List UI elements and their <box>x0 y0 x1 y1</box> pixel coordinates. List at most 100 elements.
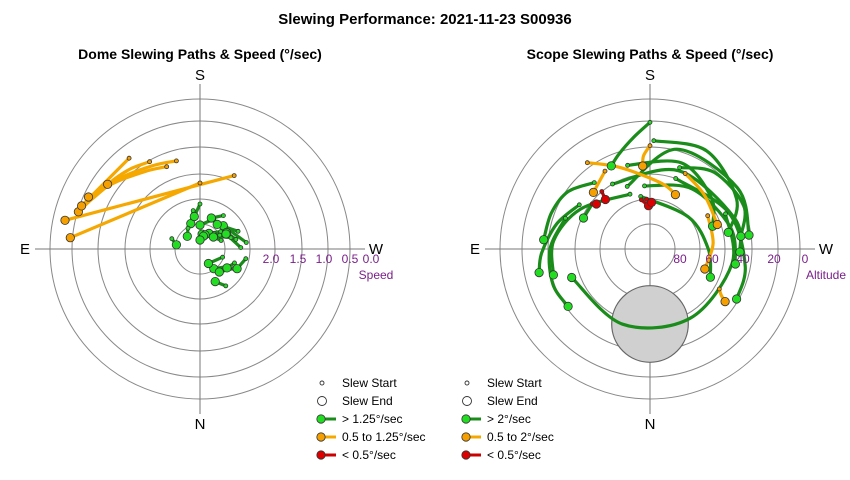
dome-legend-item: Slew End <box>317 394 393 408</box>
legend-end-symbol <box>462 396 472 406</box>
dome-slew-start-marker <box>223 283 229 289</box>
legend-label: Slew Start <box>342 376 397 390</box>
dome-cardinal-top: S <box>195 67 205 84</box>
scope-slew-start-marker <box>624 183 630 189</box>
dome-slew-end-marker <box>171 240 181 250</box>
dome-slew-path <box>68 181 202 240</box>
scope-slew-end-marker <box>720 296 730 307</box>
legend-start-symbol <box>464 380 470 386</box>
dome-slew-start-marker <box>243 256 249 262</box>
dome-slew-start-marker <box>126 155 132 161</box>
scope-slew-end-marker <box>670 190 681 200</box>
legend-label: 0.5 to 2°/sec <box>487 430 554 444</box>
scope-slew-end-marker <box>548 270 559 280</box>
scope-slew-start-marker <box>651 138 657 144</box>
dome-slew-path <box>106 160 152 186</box>
scope-cardinal-bottom: N <box>645 416 656 433</box>
legend-marker-symbol <box>316 432 326 442</box>
dome-slew-end-marker <box>77 201 87 211</box>
scope-slew-start-marker <box>591 180 597 186</box>
scope-slew-path <box>547 216 570 308</box>
dome-cardinal-right: W <box>369 241 384 258</box>
scope-slew-path <box>683 171 719 227</box>
scope-slew-end-marker <box>578 213 589 223</box>
dome-slew-path <box>63 174 236 222</box>
scope-slew-start-marker <box>563 215 568 221</box>
legend-marker-symbol <box>461 432 471 442</box>
dome-slew-path <box>86 165 169 199</box>
legend-label: Slew End <box>487 394 538 408</box>
dome-slew-end-marker <box>182 231 192 241</box>
legend-label: > 1.25°/sec <box>342 412 403 426</box>
scope-slew-end-marker <box>705 272 716 282</box>
dome-slew-end-marker <box>103 179 113 189</box>
scope-obstruction-disc <box>611 285 689 363</box>
scope-panel: Scope Slewing Paths & Speed (°/sec) S N E W… <box>461 46 846 462</box>
dome-legend-item: > 1.25°/sec <box>316 412 403 426</box>
scope-slew-end-marker <box>600 194 611 205</box>
scope-slew-start-marker <box>625 162 630 168</box>
legend-marker-symbol <box>316 414 326 424</box>
scope-legend-item: < 0.5°/sec <box>461 448 541 462</box>
dome-slew-end-marker <box>65 233 75 243</box>
legend-end-symbol <box>317 396 327 406</box>
scope-slew-start-marker <box>642 183 647 189</box>
dome-radial-tick-label: 0.5 <box>342 252 359 266</box>
dome-cardinal-left: E <box>20 241 30 258</box>
dome-slew-start-marker <box>197 201 203 207</box>
dome-panel: Dome Slewing Paths & Speed (°/sec) S N E W 2… <box>20 46 426 462</box>
dome-slew-start-marker <box>147 159 153 165</box>
scope-slew-start-marker <box>576 202 582 208</box>
scope-slew-path <box>609 120 652 168</box>
dome-slew-start-marker <box>217 232 223 238</box>
dome-slew-end-marker <box>212 219 222 229</box>
scope-slew-start-marker <box>647 119 653 125</box>
scope-slew-start-marker <box>610 181 615 187</box>
scope-slew-end-marker <box>539 235 549 245</box>
dome-slew-start-marker <box>232 260 237 266</box>
scope-slew-path <box>570 212 736 330</box>
dome-legend-item: 0.5 to 1.25°/sec <box>316 430 426 444</box>
dome-cardinal-bottom: N <box>195 416 206 433</box>
legend-marker-symbol <box>461 450 471 460</box>
figure-title: Slewing Performance: 2021-11-23 S00936 <box>278 11 572 28</box>
scope-slew-end-marker <box>744 230 754 240</box>
dome-slew-end-marker <box>222 263 232 273</box>
dome-legend-item: Slew Start <box>319 376 397 390</box>
dome-slew-start-marker <box>231 173 237 179</box>
scope-panel-title: Scope Slewing Paths & Speed (°/sec) <box>527 46 774 62</box>
dome-slew-start-marker <box>233 236 239 242</box>
scope-slew-start-marker <box>705 213 711 219</box>
dome-slew-start-marker <box>169 236 175 242</box>
legend-label: < 0.5°/sec <box>342 448 396 462</box>
dome-slew-end-marker <box>221 229 231 239</box>
dome-slew-start-marker <box>218 238 224 243</box>
scope-slew-end-marker <box>534 267 544 278</box>
legend-marker-symbol <box>316 450 326 460</box>
dome-slew-start-marker <box>238 245 244 251</box>
scope-legend-item: Slew End <box>462 394 538 408</box>
scope-cardinal-right: W <box>819 241 834 258</box>
legend-label: 0.5 to 1.25°/sec <box>342 430 426 444</box>
dome-panel-title: Dome Slewing Paths & Speed (°/sec) <box>78 46 322 62</box>
scope-slew-end-marker <box>638 161 648 171</box>
dome-slew-start-marker <box>243 240 249 245</box>
scope-slew-start-marker <box>584 160 590 166</box>
scope-radial-tick-label: 60 <box>705 252 719 266</box>
scope-slew-end-marker <box>606 161 616 171</box>
scope-slew-end-marker <box>736 231 746 241</box>
scope-legend-item: > 2°/sec <box>461 412 531 426</box>
scope-slew-start-marker <box>677 165 682 171</box>
dome-slew-end-marker <box>206 213 216 223</box>
dome-slew-path <box>76 159 178 214</box>
scope-slew-end-marker <box>646 197 657 207</box>
scope-slew-start-marker <box>599 189 605 194</box>
dome-legend-item: < 0.5°/sec <box>316 448 396 462</box>
scope-radial-tick-label: 80 <box>673 252 687 266</box>
scope-slew-start-marker <box>723 211 728 217</box>
scope-slew-end-marker <box>730 259 741 269</box>
dome-slew-end-marker <box>195 235 205 245</box>
scope-cardinal-left: E <box>470 241 480 258</box>
dome-slew-end-marker <box>189 211 199 222</box>
scope-slew-end-marker <box>731 294 742 304</box>
